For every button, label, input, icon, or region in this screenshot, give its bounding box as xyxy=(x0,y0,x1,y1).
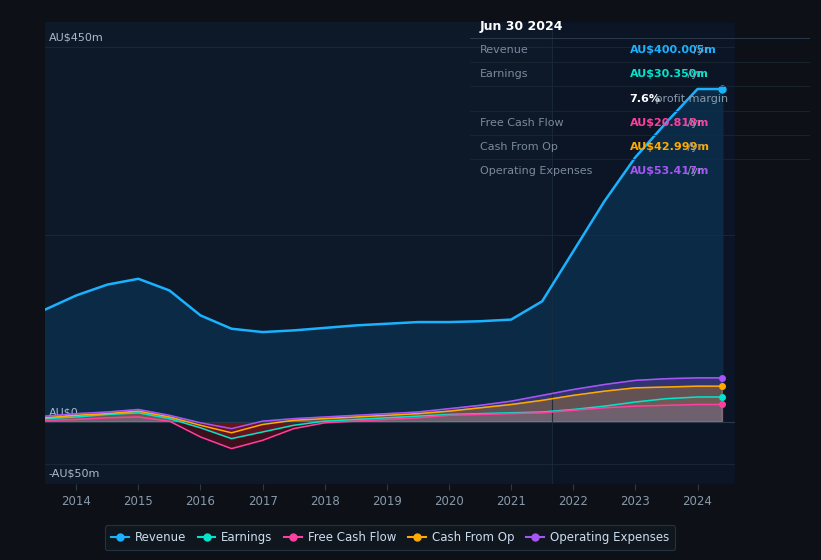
Legend: Revenue, Earnings, Free Cash Flow, Cash From Op, Operating Expenses: Revenue, Earnings, Free Cash Flow, Cash … xyxy=(105,525,675,550)
Text: AU$20.818m: AU$20.818m xyxy=(630,118,709,128)
Text: AU$400.005m: AU$400.005m xyxy=(630,45,717,55)
Text: Earnings: Earnings xyxy=(479,69,529,80)
Text: AU$53.417m: AU$53.417m xyxy=(630,166,709,176)
Text: Operating Expenses: Operating Expenses xyxy=(479,166,592,176)
Text: 7.6%: 7.6% xyxy=(630,94,661,104)
Text: Jun 30 2024: Jun 30 2024 xyxy=(479,20,563,32)
Text: profit margin: profit margin xyxy=(652,94,727,104)
Text: Cash From Op: Cash From Op xyxy=(479,142,557,152)
Text: /yr: /yr xyxy=(684,69,703,80)
Text: /yr: /yr xyxy=(684,118,703,128)
Text: /yr: /yr xyxy=(684,142,703,152)
Text: Free Cash Flow: Free Cash Flow xyxy=(479,118,563,128)
Text: AU$450m: AU$450m xyxy=(48,32,103,43)
Text: /yr: /yr xyxy=(690,45,709,55)
Bar xyxy=(552,22,735,484)
Text: AU$0: AU$0 xyxy=(48,407,78,417)
Text: -AU$50m: -AU$50m xyxy=(48,468,100,478)
Text: AU$42.999m: AU$42.999m xyxy=(630,142,709,152)
Text: Revenue: Revenue xyxy=(479,45,529,55)
Text: AU$30.350m: AU$30.350m xyxy=(630,69,709,80)
Text: /yr: /yr xyxy=(684,166,703,176)
